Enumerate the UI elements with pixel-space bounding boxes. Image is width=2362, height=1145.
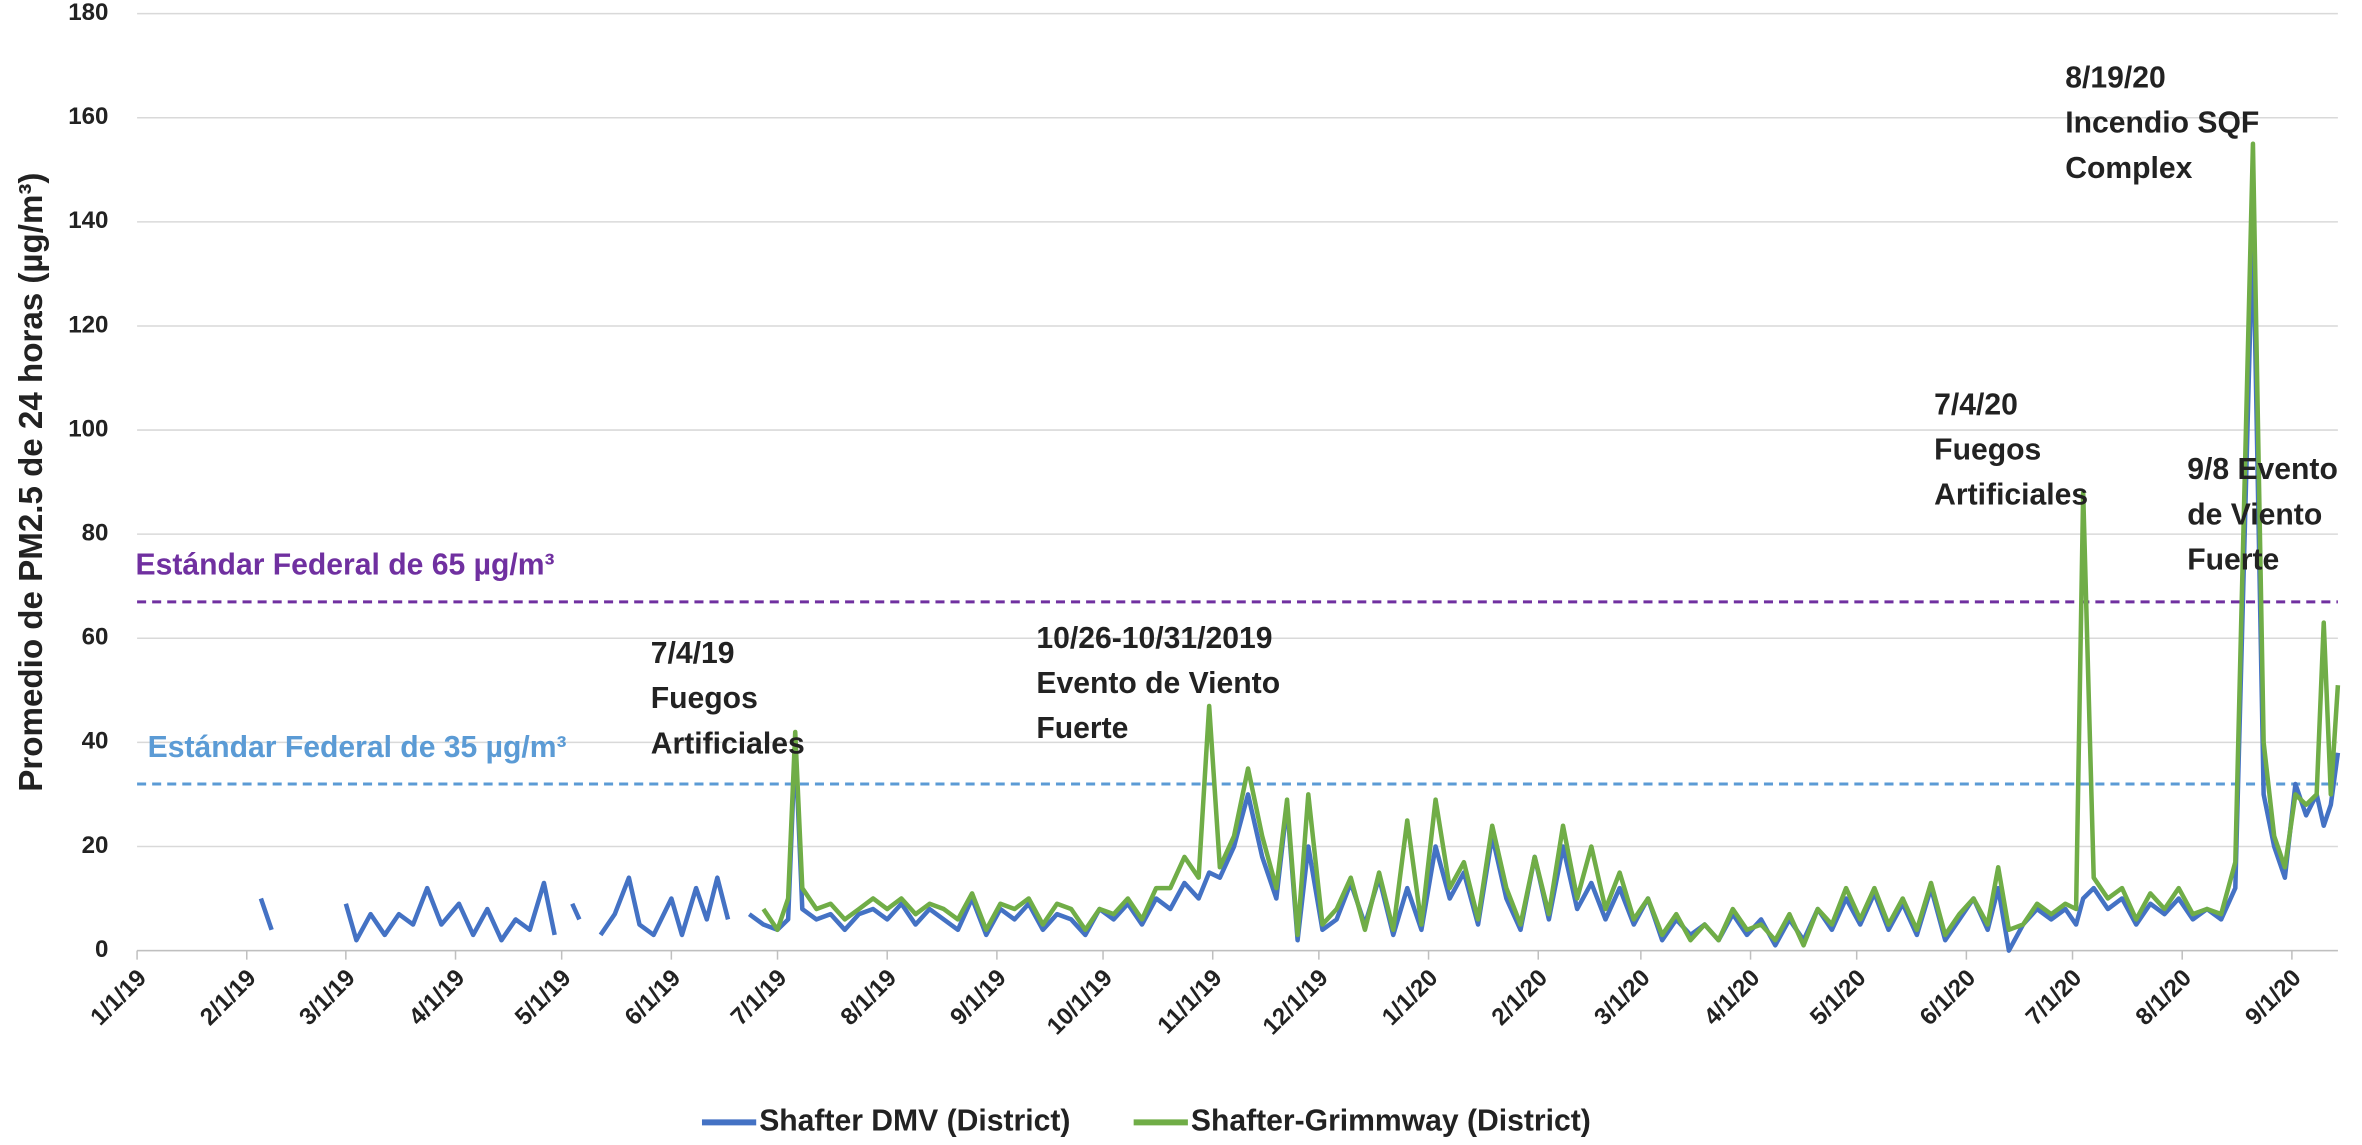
y-tick-label: 160 xyxy=(68,103,108,130)
y-tick-label: 180 xyxy=(68,0,108,26)
annotation: Fuerte xyxy=(1036,712,1128,745)
y-tick-label: 0 xyxy=(95,936,108,963)
annotation: Fuerte xyxy=(2187,543,2279,576)
annotation: Evento de Viento xyxy=(1036,667,1280,700)
y-tick-label: 20 xyxy=(82,832,109,859)
y-tick-label: 140 xyxy=(68,207,108,234)
y-tick-label: 120 xyxy=(68,311,108,338)
legend-label: Shafter-Grimmway (District) xyxy=(1191,1104,1591,1137)
x-tick-label: 1/1/20 xyxy=(1377,964,1443,1030)
x-tick-label: 1/1/19 xyxy=(85,964,151,1030)
x-tick-label: 7/1/19 xyxy=(726,964,792,1030)
x-tick-label: 6/1/20 xyxy=(1915,964,1981,1030)
series-line xyxy=(761,141,2341,948)
x-tick-label: 6/1/19 xyxy=(620,964,686,1030)
x-tick-label: 4/1/20 xyxy=(1699,964,1765,1030)
x-tick-label: 9/1/19 xyxy=(945,964,1011,1030)
legend-label: Shafter DMV (District) xyxy=(759,1104,1070,1137)
annotation: Artificiales xyxy=(1934,479,2088,512)
x-tick-label: 12/1/19 xyxy=(1258,964,1334,1040)
x-tick-label: 4/1/19 xyxy=(404,964,470,1030)
annotation: 8/19/20 xyxy=(2065,61,2165,94)
y-tick-label: 60 xyxy=(82,624,109,651)
annotation: de Viento xyxy=(2187,498,2322,531)
annotation: 9/8 Evento xyxy=(2187,453,2338,486)
x-tick-label: 3/1/19 xyxy=(294,964,360,1030)
annotation: 7/4/19 xyxy=(651,637,735,670)
plot: 0 20 40 60 80 100 120 140 160 180 1/1/19 2/1/19 3/1/… xyxy=(68,0,2341,1137)
annotation: 7/4/20 xyxy=(1934,388,2018,421)
x-tick-label: 8/1/20 xyxy=(2131,964,2197,1030)
annotation: Fuegos xyxy=(1934,434,2041,467)
y-axis-label: Promedio de PM2.5 de 24 horas (µg/m³) xyxy=(13,173,50,792)
annotation: Complex xyxy=(2065,152,2192,185)
annotation: Artificiales xyxy=(651,727,805,760)
reference-label: Estándar Federal de 65 µg/m³ xyxy=(136,549,555,582)
x-tick-label: 11/1/19 xyxy=(1152,964,1227,1039)
x-tick-label: 7/1/20 xyxy=(2021,964,2087,1030)
x-tick-label: 9/1/20 xyxy=(2240,964,2306,1030)
annotation: 10/26-10/31/2019 xyxy=(1036,622,1272,655)
y-tick-label: 100 xyxy=(68,415,108,442)
x-tick-label: 2/1/20 xyxy=(1487,964,1553,1030)
y-tick-label: 80 xyxy=(82,520,109,547)
y-tick-label: 40 xyxy=(82,728,109,755)
x-tick-label: 10/1/19 xyxy=(1042,964,1118,1040)
reference-label: Estándar Federal de 35 µg/m³ xyxy=(148,731,567,764)
x-tick-label: 2/1/19 xyxy=(195,964,261,1030)
series-line xyxy=(258,219,2341,953)
x-tick-label: 3/1/20 xyxy=(1589,964,1655,1030)
x-tick-label: 5/1/19 xyxy=(510,964,576,1030)
annotation: Fuegos xyxy=(651,682,758,715)
x-tick-label: 5/1/20 xyxy=(1805,964,1871,1030)
annotation: Incendio SQF xyxy=(2065,107,2259,140)
x-tick-label: 8/1/19 xyxy=(835,964,901,1030)
